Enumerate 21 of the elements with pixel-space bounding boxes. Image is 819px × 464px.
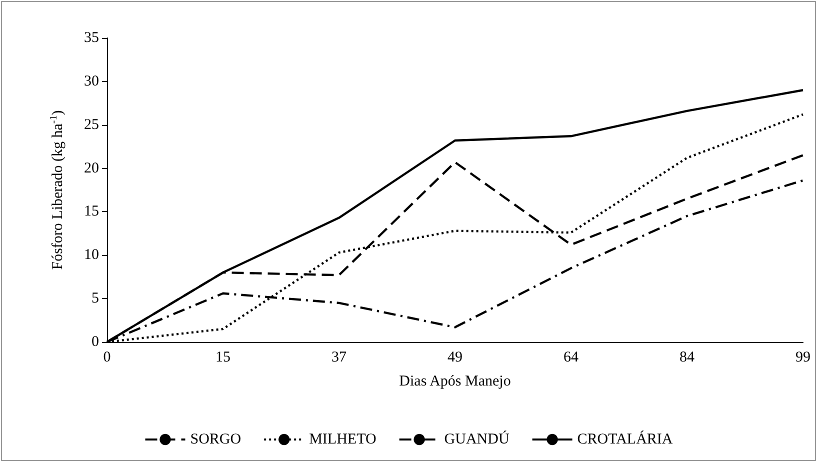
y-tick-label: 15 bbox=[84, 204, 99, 220]
x-tick-label: 99 bbox=[796, 350, 810, 366]
x-tick-label: 84 bbox=[680, 350, 695, 366]
legend-label: CROTALÁRIA bbox=[577, 430, 673, 448]
x-tick-label: 64 bbox=[564, 350, 579, 366]
x-tick-label: 49 bbox=[448, 350, 462, 366]
x-tick-label: 37 bbox=[332, 350, 347, 366]
y-tick-label: 30 bbox=[84, 73, 99, 90]
y-tick-label: 10 bbox=[84, 247, 99, 264]
legend-label: GUANDÚ bbox=[444, 430, 510, 448]
legend-label: SORGO bbox=[190, 432, 242, 448]
x-axis-title: Dias Após Manejo bbox=[399, 374, 511, 390]
y-axis-title: Fósforo Liberado (kg ha-1) bbox=[48, 110, 66, 270]
x-tick-label: 0 bbox=[103, 350, 111, 366]
y-tick-label: 35 bbox=[84, 30, 99, 46]
y-tick-label: 25 bbox=[84, 116, 99, 133]
legend-label: MILHETO bbox=[309, 432, 376, 448]
x-tick-label: 15 bbox=[216, 350, 230, 366]
y-tick-label: 5 bbox=[92, 290, 99, 307]
y-tick-label: 20 bbox=[84, 160, 99, 176]
y-tick-label: 0 bbox=[92, 334, 99, 350]
